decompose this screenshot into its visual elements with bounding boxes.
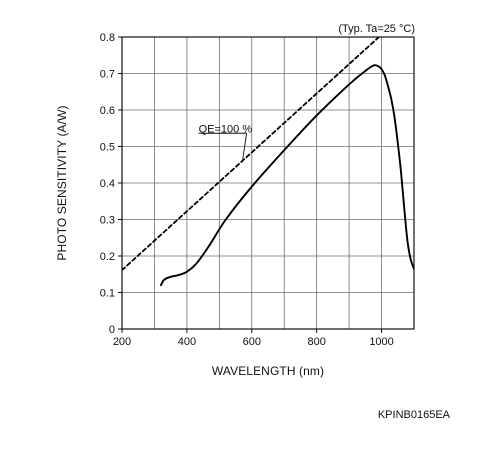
y-tick-label: 0.7: [100, 69, 115, 81]
y-tick-label: 0.4: [100, 178, 115, 190]
y-tick-label: 0.3: [100, 215, 115, 227]
qe-100-dashed-line: [122, 37, 381, 272]
qe-100-label: QE=100 %: [199, 123, 253, 135]
y-tick-label: 0.8: [100, 32, 115, 44]
x-tick-label: 400: [178, 336, 196, 348]
condition-annotation: (Typ. Ta=25 °C): [338, 23, 415, 35]
y-tick-label: 0: [109, 324, 115, 336]
x-tick-label: 200: [113, 336, 131, 348]
x-tick-label: 1000: [369, 336, 393, 348]
x-tick-label: 600: [243, 336, 261, 348]
series-group: [122, 37, 414, 287]
figure-code: KPINB0165EA: [378, 409, 451, 421]
x-axis-ticks: 200 400 600 800 1000: [113, 329, 394, 348]
plot-root: 200 400 600 800 1000 0 0.1 0.2 0.3 0.4 0.5 0.6 0.7 0.…: [100, 32, 415, 348]
grid-lines: [121, 36, 415, 330]
y-tick-label: 0.6: [100, 105, 115, 117]
x-tick-label: 800: [307, 336, 325, 348]
photo-sensitivity-curve: [159, 64, 414, 287]
y-tick-label: 0.1: [100, 288, 115, 300]
qe-leader-line: [242, 133, 248, 160]
y-axis-ticks: 0 0.1 0.2 0.3 0.4 0.5 0.6 0.7 0.8: [100, 32, 122, 336]
y-axis-title: PHOTO SENSITIVITY (A/W): [55, 105, 69, 260]
x-axis-title: WAVELENGTH (nm): [212, 364, 324, 378]
y-tick-label: 0.5: [100, 142, 115, 154]
y-tick-label: 0.2: [100, 251, 115, 263]
